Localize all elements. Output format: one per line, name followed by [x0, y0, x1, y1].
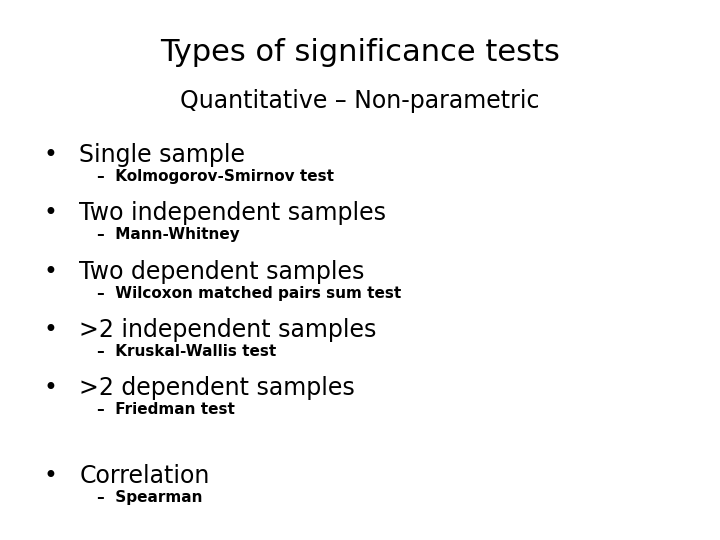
- Text: –  Mann-Whitney: – Mann-Whitney: [97, 227, 240, 242]
- Text: •: •: [43, 201, 57, 225]
- Text: •: •: [43, 143, 57, 167]
- Text: •: •: [43, 376, 57, 400]
- Text: •: •: [43, 318, 57, 342]
- Text: >2 independent samples: >2 independent samples: [79, 318, 377, 342]
- Text: Single sample: Single sample: [79, 143, 246, 167]
- Text: Correlation: Correlation: [79, 464, 210, 488]
- Text: Two dependent samples: Two dependent samples: [79, 260, 364, 284]
- Text: >2 dependent samples: >2 dependent samples: [79, 376, 355, 400]
- Text: Types of significance tests: Types of significance tests: [160, 38, 560, 67]
- Text: •: •: [43, 464, 57, 488]
- Text: –  Friedman test: – Friedman test: [97, 402, 235, 417]
- Text: –  Wilcoxon matched pairs sum test: – Wilcoxon matched pairs sum test: [97, 286, 402, 301]
- Text: •: •: [43, 260, 57, 284]
- Text: –  Spearman: – Spearman: [97, 490, 203, 505]
- Text: Two independent samples: Two independent samples: [79, 201, 386, 225]
- Text: Quantitative – Non-parametric: Quantitative – Non-parametric: [180, 89, 540, 113]
- Text: –  Kolmogorov-Smirnov test: – Kolmogorov-Smirnov test: [97, 169, 334, 184]
- Text: –  Kruskal-Wallis test: – Kruskal-Wallis test: [97, 344, 276, 359]
